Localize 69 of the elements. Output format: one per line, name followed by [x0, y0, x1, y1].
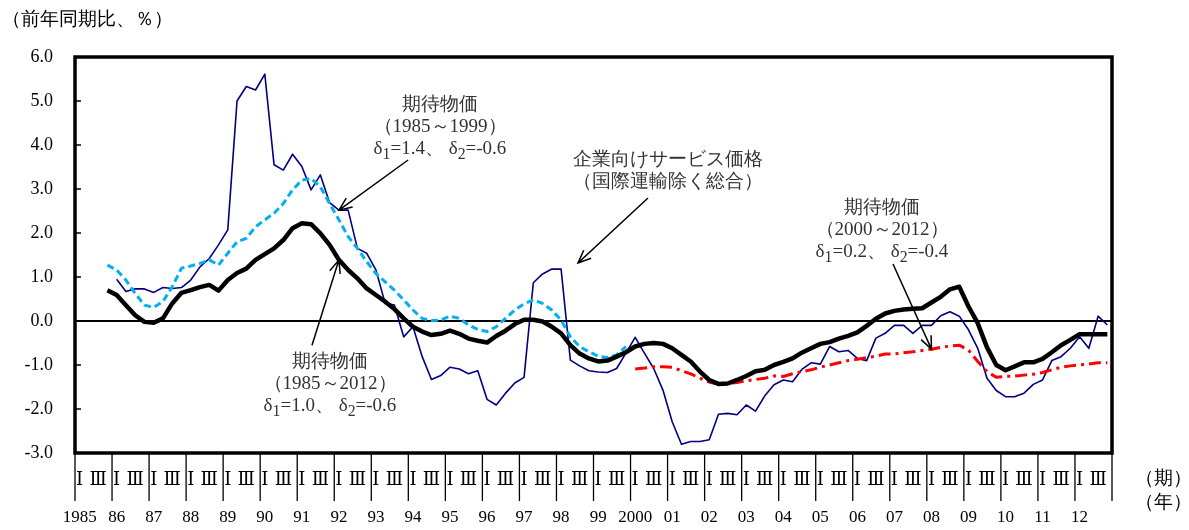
x-tick-label: Ⅰ 96 — [478, 468, 496, 527]
y-tick-label: 2.0 — [30, 221, 53, 242]
x-tick-label: Ⅰ 08 — [922, 468, 940, 527]
x-tick-label: Ⅰ 03 — [737, 468, 755, 527]
x-tick-label: Ⅰ 95 — [441, 468, 459, 527]
x-tick-label: Ⅲ — [793, 468, 811, 489]
x-tick-label: Ⅲ — [570, 468, 589, 489]
x-tick-label: Ⅲ — [348, 468, 367, 489]
x-tick-label: Ⅰ 92 — [330, 468, 348, 527]
y-tick-label: -3.0 — [24, 441, 53, 462]
x-tick-label: Ⅲ — [941, 468, 959, 489]
x-tick-label: Ⅰ 04 — [774, 468, 793, 527]
x-tick-label: Ⅰ 91 — [293, 468, 311, 527]
x-tick-label: Ⅲ — [904, 468, 922, 489]
x-tick-label: Ⅰ 89 — [219, 468, 237, 527]
x-tick-label: Ⅰ 90 — [256, 468, 274, 527]
line-series — [633, 343, 1109, 386]
x-tick-label: Ⅲ — [867, 468, 885, 489]
x-tick-label: Ⅲ — [645, 468, 663, 489]
x-tick-label: Ⅲ — [496, 468, 515, 489]
x-tick-label: Ⅰ 05 — [811, 468, 829, 527]
x-tick-label: Ⅲ — [385, 468, 404, 489]
annotation: 期待物価（1985～2012）δ$_{1}$=1.0、 δ$_{2}$=-0.6 — [262, 350, 398, 421]
y-tick-label: 0.0 — [30, 309, 53, 330]
x-tick-label: Ⅲ — [1052, 468, 1070, 489]
y-tick-label: 5.0 — [30, 89, 53, 110]
x-tick-label: Ⅰ 10 — [997, 468, 1015, 527]
y-axis-title: （前年同期比、％） — [2, 7, 173, 31]
y-tick-label: 6.0 — [30, 45, 53, 66]
x-tick-label: Ⅲ — [459, 468, 478, 489]
x-tick-label: Ⅲ — [533, 468, 552, 489]
x-tick-label: Ⅰ 87 — [145, 468, 163, 527]
x-tick-label: Ⅲ — [126, 468, 144, 489]
x-tick-label: Ⅲ — [1015, 468, 1033, 489]
x-tick-label: Ⅰ 88 — [182, 468, 200, 527]
x-axis-title: （期）（年） — [1133, 466, 1189, 514]
x-tick-label: Ⅰ 12 — [1071, 468, 1089, 527]
y-tick-label: 4.0 — [30, 133, 53, 154]
x-tick-label: Ⅰ 02 — [700, 468, 718, 527]
annotation: 期待物価（1985～1999）δ$_{1}$=1.4、 δ$_{2}$=-0.6 — [372, 93, 508, 164]
x-tick-label: Ⅲ — [682, 468, 700, 489]
y-tick-label: 3.0 — [30, 177, 53, 198]
x-tick-label: Ⅰ 94 — [404, 468, 422, 527]
x-tick-label: Ⅲ — [163, 468, 181, 489]
x-tick-label: Ⅲ — [422, 468, 441, 489]
x-tick-label: Ⅲ — [200, 468, 218, 489]
x-tick-label: Ⅲ — [274, 468, 293, 489]
annotation: 期待物価（2000～2012）δ$_{1}$=0.2、 δ$_{2}$=-0.4 — [814, 196, 950, 267]
x-tick-label: Ⅰ 97 — [515, 468, 534, 527]
x-tick-label: Ⅰ 07 — [885, 468, 904, 527]
x-tick-label: Ⅰ 86 — [108, 468, 126, 527]
x-tick-label: Ⅰ 09 — [959, 468, 977, 527]
x-tick-label: Ⅲ — [1089, 468, 1107, 489]
x-tick-label: Ⅰ 06 — [848, 468, 866, 527]
x-tick-label: Ⅲ — [237, 468, 255, 489]
x-tick-label: Ⅰ 01 — [663, 468, 681, 527]
x-tick-label: Ⅲ — [756, 468, 774, 489]
x-tick-label: Ⅰ 93 — [367, 468, 385, 527]
x-tick-label: Ⅰ 99 — [589, 468, 607, 527]
y-tick-label: 1.0 — [30, 265, 53, 286]
x-tick-label: Ⅲ — [719, 468, 737, 489]
x-tick-label: Ⅲ — [978, 468, 996, 489]
x-tick-label: Ⅲ — [830, 468, 848, 489]
x-tick-label: Ⅲ — [311, 468, 330, 489]
y-tick-label: -2.0 — [24, 397, 53, 418]
annotation: 企業向けサービス価格（国際運輸除く総合） — [572, 148, 764, 192]
y-tick-label: -1.0 — [24, 353, 53, 374]
x-tick-label: Ⅰ 98 — [552, 468, 570, 527]
x-tick-label: Ⅰ 11 — [1034, 468, 1051, 527]
